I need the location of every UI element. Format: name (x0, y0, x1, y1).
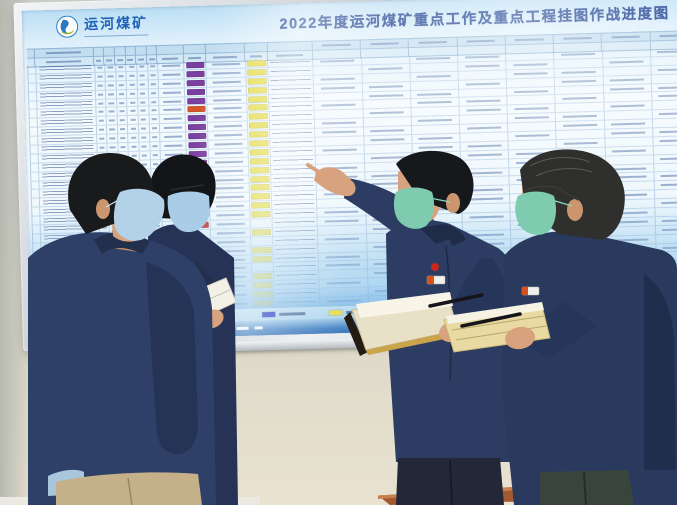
worker-3-book-gilt-edge (366, 330, 459, 355)
worker-4-pants (540, 470, 634, 505)
mine-logo: 运河煤矿 (56, 12, 149, 38)
worker-4-ear (567, 199, 583, 221)
worker-4-notebook-lines (451, 315, 547, 341)
worker-4-logo-patch-mark (522, 287, 528, 295)
worker-3-party-pin (431, 263, 439, 271)
worker-4-hand (505, 326, 535, 350)
progress-board: 运河煤矿 2022年度运河煤矿重点工作及重点工程挂图作战进度图 (13, 0, 677, 356)
worker-3-pants (396, 458, 504, 505)
worker-1-ear (96, 199, 110, 219)
mine-logo-icon (56, 15, 79, 38)
worker-1-pants-seam (127, 477, 133, 505)
worker-4-pen (460, 312, 522, 328)
worker-3-book-cover (344, 312, 368, 356)
worker-4-arm-right (644, 274, 676, 470)
worker-4-mask (515, 191, 556, 235)
board-surface: 运河煤矿 2022年度运河煤矿重点工作及重点工程挂图作战进度图 (21, 0, 677, 342)
board-frame: 运河煤矿 2022年度运河煤矿重点工作及重点工程挂图作战进度图 (13, 0, 677, 351)
worker-3-ear (446, 193, 460, 213)
worker-3-leg-split (449, 459, 453, 505)
worker-3-logo-patch-mark (427, 276, 434, 284)
worker-4-arm-fold (518, 302, 596, 358)
worker-1-pants (56, 472, 202, 505)
worker-4-leg-split (583, 471, 587, 505)
